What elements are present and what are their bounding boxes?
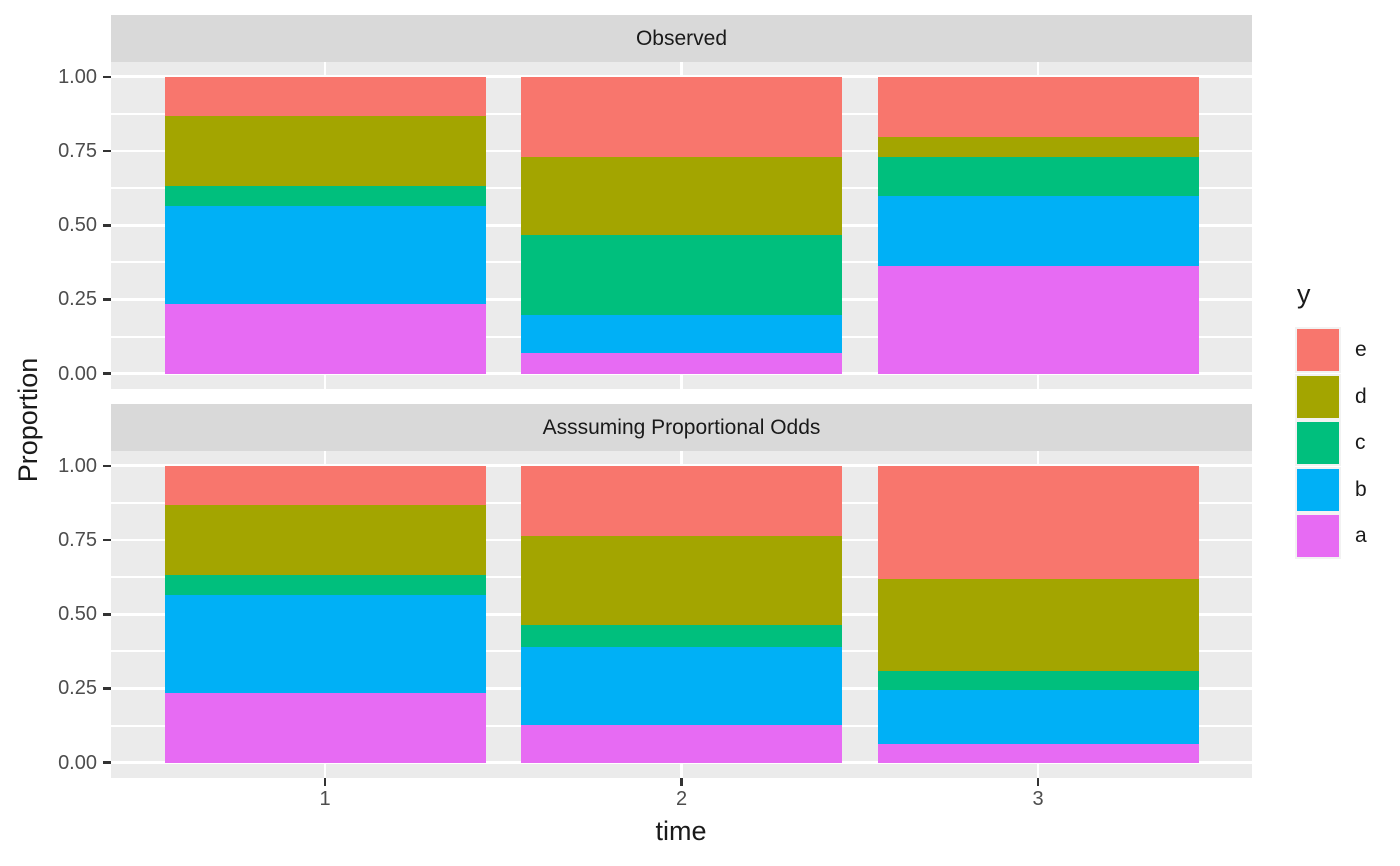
- legend-entry-b: b: [1295, 466, 1367, 513]
- legend-entry-label: a: [1355, 524, 1367, 547]
- facet-strip-proportional-odds: Asssuming Proportional Odds: [111, 404, 1252, 451]
- bar-segment-d: [877, 579, 1199, 672]
- bar-segment-b: [521, 314, 842, 354]
- x-tick-label: 2: [675, 788, 688, 810]
- y-tick-label: 0.75: [58, 140, 97, 163]
- bar-segment-a: [877, 265, 1199, 375]
- bar-segment-e: [521, 77, 842, 158]
- y-tick-label: 1.00: [58, 65, 97, 88]
- bar-segment-b: [164, 595, 486, 694]
- y-tick-label: 0.00: [58, 751, 97, 774]
- bar-segment-c: [877, 671, 1199, 691]
- facet-strip-label-observed: Observed: [635, 26, 728, 50]
- legend-key-c: [1295, 420, 1341, 466]
- facet-panel-observed: [111, 62, 1252, 389]
- y-tick-label: 0.50: [58, 603, 97, 626]
- legend-entry-c: c: [1295, 420, 1366, 466]
- bar-segment-e: [877, 466, 1199, 580]
- x-axis-title: time: [655, 816, 707, 846]
- y-tick-mark: [103, 149, 111, 153]
- y-tick-mark: [103, 372, 111, 375]
- legend-entry-label: c: [1355, 431, 1366, 454]
- bar-segment-a: [521, 353, 842, 375]
- x-tick-label: 1: [319, 788, 331, 810]
- bar-segment-a: [521, 724, 842, 764]
- x-tick-mark: [680, 777, 683, 786]
- legend-entry-label: b: [1355, 477, 1367, 501]
- bar-segment-d: [521, 157, 842, 235]
- bar-segment-d: [877, 136, 1199, 158]
- y-tick-label: 0.00: [58, 362, 97, 385]
- legend-entry-e: e: [1295, 327, 1367, 373]
- y-tick-label: 0.50: [58, 214, 97, 237]
- bar-segment-a: [164, 304, 486, 375]
- y-tick-label: 0.25: [58, 677, 97, 700]
- y-tick-mark: [103, 75, 111, 79]
- y-tick-mark: [103, 298, 111, 301]
- bar-segment-c: [521, 234, 842, 315]
- bar-segment-c: [877, 157, 1199, 197]
- legend-entry-label: d: [1355, 384, 1367, 408]
- bar-segment-d: [164, 115, 486, 186]
- x-tick-label: 3: [1032, 788, 1044, 810]
- legend-key-a: [1295, 513, 1341, 559]
- y-tick-label: 0.75: [58, 529, 97, 552]
- bar-segment-b: [877, 690, 1199, 744]
- legend-entry-d: d: [1295, 373, 1367, 420]
- bar-segment-e: [521, 466, 842, 537]
- x-tick-mark: [1036, 777, 1040, 786]
- x-tick-mark: [323, 777, 327, 786]
- legend-entry-label: e: [1355, 338, 1367, 361]
- y-tick-mark: [103, 612, 111, 616]
- legend-key-d: [1295, 373, 1341, 420]
- bar-segment-e: [877, 77, 1199, 137]
- y-tick-label: 1.00: [58, 454, 97, 477]
- y-axis-title: Proportion: [13, 357, 43, 483]
- y-tick-mark: [103, 538, 111, 542]
- bar-segment-d: [164, 504, 486, 575]
- legend-title: y: [1297, 279, 1311, 309]
- legend-key-b: [1295, 466, 1341, 513]
- bar-segment-c: [164, 185, 486, 207]
- y-tick-mark: [103, 464, 111, 468]
- legend-entry-a: a: [1295, 513, 1367, 559]
- facet-strip-observed: Observed: [111, 15, 1252, 62]
- bar-segment-a: [877, 743, 1199, 764]
- bar-segment-b: [877, 196, 1199, 266]
- bar-segment-b: [521, 647, 842, 725]
- y-tick-mark: [103, 223, 111, 227]
- y-tick-mark: [103, 687, 111, 690]
- bar-segment-c: [521, 625, 842, 648]
- bar-segment-e: [164, 466, 486, 505]
- legend-key-e: [1295, 327, 1341, 373]
- bar-segment-a: [164, 693, 486, 764]
- bar-segment-d: [521, 536, 842, 626]
- bar-segment-e: [164, 77, 486, 116]
- y-tick-mark: [103, 761, 111, 764]
- facet-strip-label-proportional-odds: Asssuming Proportional Odds: [542, 415, 821, 439]
- bar-segment-c: [164, 574, 486, 596]
- y-tick-label: 0.25: [58, 288, 97, 311]
- facet-panel-proportional-odds: [111, 451, 1252, 778]
- bar-segment-b: [164, 206, 486, 305]
